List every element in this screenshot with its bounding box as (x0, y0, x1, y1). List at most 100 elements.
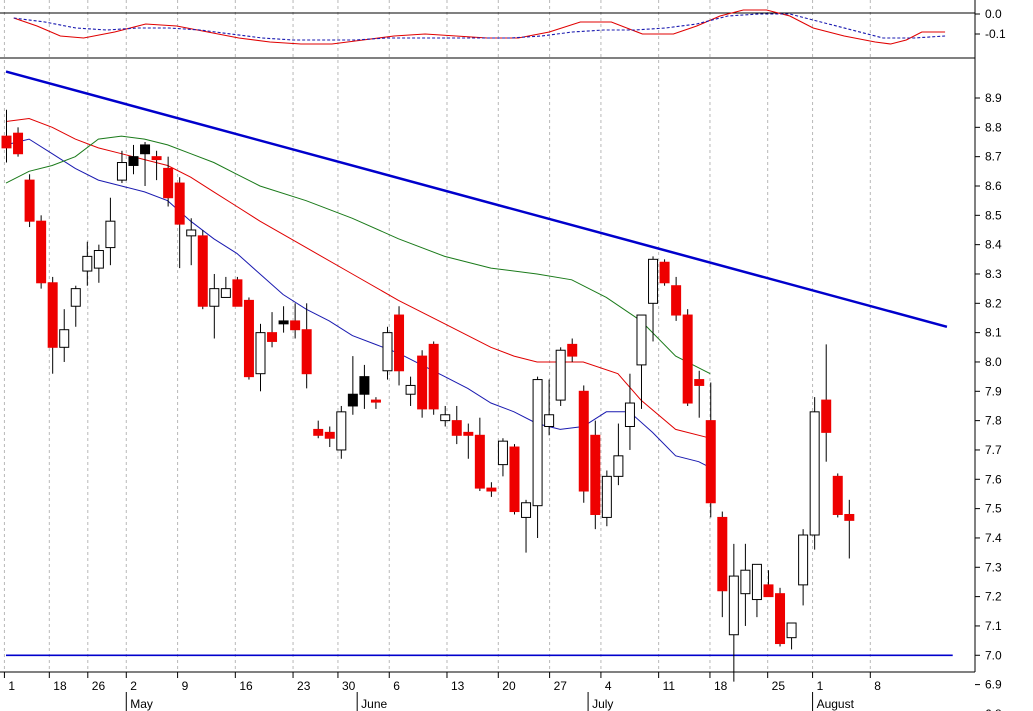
candle-body (359, 376, 370, 395)
candle (648, 256, 659, 342)
candle (613, 423, 624, 486)
y-axis: 0.0 -0.1 8.9 8.8 8.7 8.6 8.5 8.4 8.3 8.2 8.1 8.0 7.9… (975, 7, 1006, 711)
candle-body (405, 384, 416, 395)
trendline-line (5, 70, 948, 329)
candle (428, 341, 439, 415)
candle-body (267, 332, 278, 342)
candle (70, 285, 81, 327)
candle-body (209, 288, 220, 307)
candle-body (13, 132, 24, 155)
candle (544, 379, 555, 436)
candle-body (740, 569, 751, 595)
candle (140, 141, 151, 186)
y-tick-label: 7.4 (985, 531, 1002, 545)
candle (1, 109, 12, 163)
candle-body (821, 399, 832, 433)
candle-body (659, 261, 670, 284)
y-tick-label: 8.0 (985, 355, 1002, 369)
candle (497, 438, 508, 477)
y-tick-label: 8.3 (985, 267, 1002, 281)
candle (267, 312, 278, 348)
moving-average-line (5, 138, 711, 469)
candle-body (301, 329, 312, 375)
candle (532, 376, 543, 538)
candle (821, 344, 832, 462)
candle-body (197, 235, 208, 307)
x-tick-label: 27 (554, 679, 568, 693)
candle (636, 314, 647, 409)
candle (174, 177, 185, 269)
candle-body (70, 288, 81, 307)
price-overlay-lines (5, 70, 953, 657)
candle-body (174, 182, 185, 225)
y-tick-label: 0.0 (985, 7, 1002, 21)
candle (474, 417, 485, 492)
candle-body (59, 329, 70, 348)
y-tick-label: 8.7 (985, 150, 1002, 164)
y-tick-label: 7.2 (985, 590, 1002, 604)
x-tick-label: 25 (772, 679, 786, 693)
moving-average-line (5, 135, 711, 375)
candle (624, 373, 635, 450)
y-tick-label: 8.4 (985, 238, 1002, 252)
candle-body (798, 534, 809, 586)
candle-body (278, 320, 289, 325)
candle (440, 405, 451, 427)
x-tick-label: 30 (342, 679, 356, 693)
candle (93, 244, 104, 283)
candle (255, 323, 266, 392)
candle-body (324, 431, 335, 439)
y-tick-label: 6.8 (985, 707, 1002, 711)
candle (521, 499, 532, 553)
candle (394, 306, 405, 386)
candle (509, 444, 520, 515)
candle-body (532, 379, 543, 507)
x-tick-label: 26 (92, 679, 106, 693)
candle (717, 511, 728, 618)
candle (301, 303, 312, 389)
candle-body (394, 314, 405, 372)
x-tick-label: 4 (605, 679, 612, 693)
candle-body (290, 320, 301, 331)
candle (116, 150, 127, 184)
candle (751, 563, 762, 618)
y-tick-label: 8.9 (985, 91, 1002, 105)
candle (601, 470, 612, 527)
x-tick-label: 1 (8, 679, 15, 693)
candle (844, 499, 855, 559)
x-tick-label: 1 (817, 679, 824, 693)
candle-body (116, 162, 127, 181)
candle (59, 309, 70, 362)
candle (359, 364, 370, 409)
candle (382, 326, 393, 380)
candle (243, 297, 254, 380)
candle (47, 276, 58, 374)
candle (555, 347, 566, 406)
candle-body (486, 487, 497, 492)
candle (336, 405, 347, 459)
candle-body (809, 411, 820, 536)
candle-body (313, 428, 324, 436)
candle (24, 174, 35, 228)
candle-body (417, 355, 428, 410)
candle-body (140, 144, 151, 155)
candle (163, 156, 174, 207)
candle-body (671, 285, 682, 316)
candle-body (186, 229, 197, 237)
candle-body (163, 167, 174, 199)
candle-body (544, 414, 555, 427)
y-tick-label: 6.9 (985, 678, 1002, 692)
candle (798, 529, 809, 606)
y-tick-label: 8.2 (985, 296, 1002, 310)
candle (694, 370, 705, 418)
candle (278, 306, 289, 333)
month-label: July (592, 697, 613, 711)
oscillator-series-line (13, 9, 946, 45)
y-tick-label: 7.5 (985, 502, 1002, 516)
month-label: August (817, 697, 855, 711)
candle-body (243, 299, 254, 378)
oscillator-panel (0, 12, 975, 59)
candle-body (232, 279, 243, 307)
candle (705, 382, 716, 518)
